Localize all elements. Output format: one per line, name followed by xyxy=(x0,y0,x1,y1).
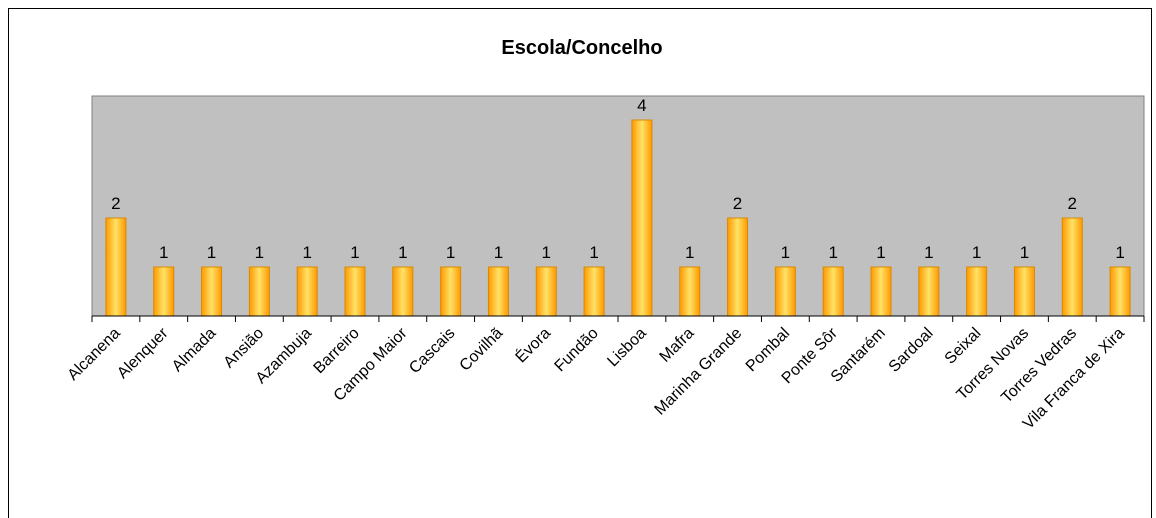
bar xyxy=(248,266,270,317)
x-tick-label: Évora xyxy=(511,323,554,366)
data-label: 1 xyxy=(159,243,168,262)
data-label: 1 xyxy=(446,243,455,262)
x-tick-label: Alcanena xyxy=(65,325,124,384)
bar xyxy=(535,266,557,317)
bar xyxy=(583,266,605,317)
bar xyxy=(201,266,223,317)
data-label: 1 xyxy=(207,243,216,262)
bar xyxy=(679,266,701,317)
x-tick-label: Almada xyxy=(169,325,219,375)
data-label: 1 xyxy=(1020,243,1029,262)
bar xyxy=(392,266,414,317)
x-tick-label: Cascais xyxy=(406,325,458,377)
data-label: 1 xyxy=(350,243,359,262)
data-label: 2 xyxy=(733,194,742,213)
x-tick-label: Fundão xyxy=(552,325,602,375)
data-label: 1 xyxy=(302,243,311,262)
data-label: 1 xyxy=(924,243,933,262)
data-label: 1 xyxy=(1115,243,1124,262)
bar xyxy=(1061,217,1083,317)
data-label: 2 xyxy=(111,194,120,213)
bar xyxy=(105,217,127,317)
chart-title: Escola/Concelho xyxy=(501,37,662,59)
x-tick-label: Covilhã xyxy=(457,325,507,375)
data-label: 1 xyxy=(972,243,981,262)
x-tick-label: Sardoal xyxy=(886,325,937,376)
data-label: 1 xyxy=(494,243,503,262)
data-label: 1 xyxy=(542,243,551,262)
bar xyxy=(870,266,892,317)
x-tick-label: Lisboa xyxy=(604,325,649,370)
data-label: 1 xyxy=(255,243,264,262)
data-label: 1 xyxy=(685,243,694,262)
bar xyxy=(1109,266,1131,317)
data-label: 4 xyxy=(637,96,646,115)
data-label: 1 xyxy=(876,243,885,262)
bar xyxy=(1013,266,1035,317)
bar xyxy=(631,119,653,317)
bar xyxy=(344,266,366,317)
x-tick-label: Marinha Grande xyxy=(652,325,746,419)
bar xyxy=(727,217,749,317)
data-label: 1 xyxy=(589,243,598,262)
bar-chart: Escola/Concelho 2 1 1 1 1 1 1 1 1 1 1 4 1 2 1 1 1 1 1 1 2 1 A… xyxy=(65,37,1145,433)
data-label: 1 xyxy=(398,243,407,262)
bar xyxy=(822,266,844,317)
data-label: 1 xyxy=(781,243,790,262)
data-label: 1 xyxy=(828,243,837,262)
chart-frame xyxy=(8,8,1152,518)
bar xyxy=(918,266,940,317)
bar xyxy=(440,266,462,317)
x-tick-label: Mafra xyxy=(657,325,698,366)
bar xyxy=(153,266,175,317)
x-tick-label: Seixal xyxy=(942,325,985,368)
bar xyxy=(774,266,796,317)
bar xyxy=(296,266,318,317)
x-tick-label: Alenquer xyxy=(114,324,172,382)
bar xyxy=(487,266,509,317)
x-tick-label: Ansião xyxy=(221,325,268,372)
data-label: 2 xyxy=(1068,194,1077,213)
bar xyxy=(966,266,988,317)
